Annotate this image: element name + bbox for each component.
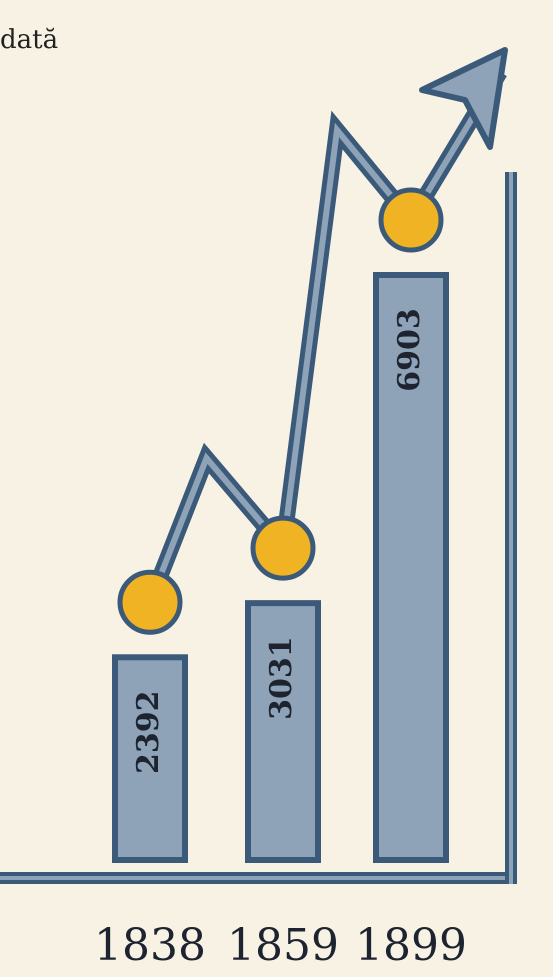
x-tick-label: 1899 [355,920,467,971]
value-label: 6903 [392,308,427,392]
x-tick-label: 1838 [94,920,206,971]
chart: dată 2392 1838 3031 1859 6903 1899 [0,0,553,977]
page: dată 239218383031185969031899 (() => { c… [0,0,553,977]
chart-title: dată [0,25,58,55]
x-tick-label: 1859 [227,920,339,971]
marker [120,572,180,632]
value-label: 2392 [131,691,166,775]
value-label: 3031 [264,636,299,720]
marker [381,190,441,250]
marker [253,518,313,578]
